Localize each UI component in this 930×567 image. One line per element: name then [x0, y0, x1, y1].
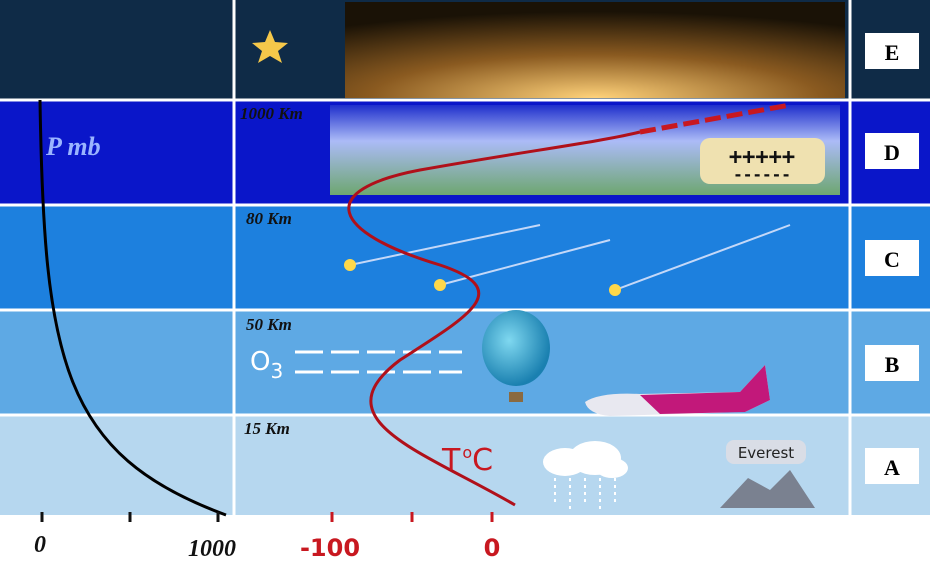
shape	[614, 224, 791, 291]
pressure-axis-label: 1000	[188, 536, 236, 562]
layer-label: B	[885, 352, 900, 377]
pressure-axis-label: 0	[34, 532, 46, 558]
altitude-label: 50 Km	[246, 315, 292, 334]
altitude-label: 15 Km	[244, 419, 290, 438]
layer-label: D	[884, 140, 900, 165]
degree: o	[462, 443, 472, 462]
negative-charges: ------	[733, 165, 791, 184]
positive-charges: +++++	[729, 145, 795, 170]
altitude-label: 1000 Km	[240, 104, 303, 123]
aurora-fireworks	[345, 2, 845, 98]
shape	[865, 448, 919, 484]
layer-label: C	[884, 247, 900, 272]
shape	[344, 259, 356, 271]
layer-boxes	[865, 33, 919, 484]
charge-box	[700, 138, 825, 184]
mountain	[720, 470, 815, 508]
temperature-unit: C	[472, 443, 493, 478]
shape	[640, 365, 770, 414]
shape	[434, 279, 446, 291]
shape	[509, 392, 523, 402]
shape	[865, 133, 919, 169]
ozone-subscript: 3	[270, 359, 283, 383]
shape	[726, 440, 806, 464]
ozone-lines	[295, 350, 462, 374]
pressure-curve	[38, 99, 227, 517]
layer-label: A	[884, 455, 900, 480]
shape	[0, 515, 930, 567]
star	[252, 30, 288, 63]
pressure-label: P mb	[45, 132, 101, 161]
temperature-symbol: T	[441, 443, 461, 478]
temperature-axis-label: -100	[300, 534, 360, 562]
airplane	[585, 365, 770, 416]
shape	[0, 0, 930, 515]
scenery	[252, 2, 845, 510]
temperature-curve-dashed	[639, 102, 791, 135]
balloon	[482, 310, 550, 386]
ozone-label: O3	[250, 347, 283, 383]
shape	[349, 224, 541, 266]
shape	[554, 478, 616, 510]
shape	[865, 33, 919, 69]
temperature-axis-label: 0	[484, 534, 501, 562]
cloud	[543, 441, 628, 478]
ozone-symbol: O	[250, 347, 270, 377]
altitude-label: 80 Km	[246, 209, 292, 228]
temperature-curve	[347, 130, 641, 507]
shape	[0, 310, 930, 415]
axis-ticks	[40, 512, 220, 522]
shape	[865, 240, 919, 276]
shape	[0, 205, 930, 310]
temp-ticks	[330, 512, 494, 522]
shape	[596, 458, 628, 478]
layer-label: E	[885, 40, 900, 65]
everest-label: Everest	[738, 444, 794, 462]
shape	[865, 345, 919, 381]
shape	[609, 284, 621, 296]
